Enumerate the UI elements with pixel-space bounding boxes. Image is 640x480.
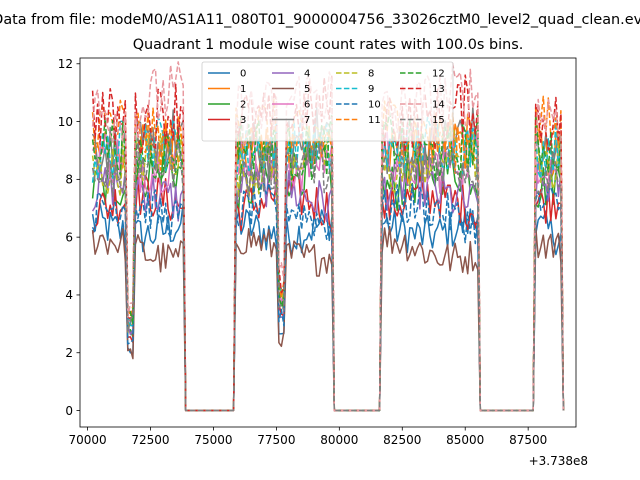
legend-label-4: 4 [304,69,310,80]
x-tick-label: 70000 [68,433,106,447]
legend-label-6: 6 [304,100,310,111]
legend-label-13: 13 [432,84,445,95]
y-tick-label: 0 [65,404,73,418]
legend-label-11: 11 [368,115,381,126]
chart-title: Quadrant 1 module wise count rates with … [133,37,524,53]
x-offset-label: +3.738e8 [529,454,588,468]
legend-label-8: 8 [368,69,374,80]
series-line-10 [91,182,565,412]
x-tick-label: 75000 [194,433,232,447]
legend-label-14: 14 [432,100,445,111]
plot-frame [79,57,577,428]
legend-label-7: 7 [304,115,310,126]
series-line-15 [91,133,565,412]
x-tick-label: 82500 [383,433,421,447]
y-axis: 0 2 4 6 8 10 12 [58,57,80,418]
y-tick-label: 10 [58,115,73,129]
legend-label-2: 2 [240,100,246,111]
legend-label-0: 0 [240,69,246,80]
x-tick-label: 85000 [446,433,484,447]
x-tick-label: 87500 [509,433,547,447]
legend-label-10: 10 [368,100,381,111]
y-tick-label: 12 [58,57,73,71]
y-tick-label: 8 [65,173,73,187]
x-tick-label: 80000 [320,433,358,447]
legend-label-12: 12 [432,69,445,80]
legend-label-15: 15 [432,115,445,126]
legend-label-5: 5 [304,84,310,95]
legend-label-1: 1 [240,84,246,95]
legend-label-9: 9 [368,84,374,95]
x-tick-label: 72500 [131,433,169,447]
x-axis: 70000 72500 75000 77500 80000 82500 85000 87500 [68,427,547,447]
y-tick-label: 4 [65,288,73,302]
y-tick-label: 2 [65,346,73,360]
legend-frame [201,61,454,142]
figure-suptitle: Data from file: modeM0/AS1A11_080T01_900… [0,12,640,28]
x-tick-label: 77500 [257,433,295,447]
legend-label-3: 3 [240,115,246,126]
series-line-5 [91,225,565,412]
y-tick-label: 6 [65,230,73,244]
